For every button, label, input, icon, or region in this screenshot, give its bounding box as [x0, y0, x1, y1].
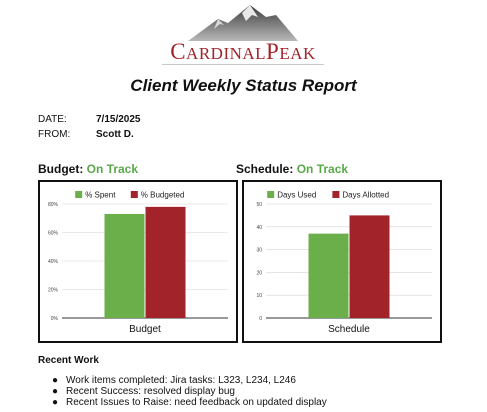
y-tick-label: 60%	[48, 231, 59, 237]
logo-underline	[162, 64, 324, 65]
y-tick-label: 0%	[51, 316, 59, 322]
legend-label: % Spent	[85, 191, 116, 200]
date-label: DATE:	[38, 114, 67, 125]
y-tick-label: 10	[256, 293, 262, 299]
bar	[308, 233, 349, 318]
budget-heading-label: Budget:	[38, 162, 84, 176]
schedule-chart: Days Used Days Allotted 0 10 20 30 40 50 Schedul…	[256, 191, 432, 335]
x-category-label: Schedule	[328, 324, 370, 335]
y-tick-label: 30	[256, 248, 262, 254]
recent-work-title: Recent Work	[38, 355, 99, 366]
from-label: FROM:	[38, 129, 71, 140]
legend-label: % Budgeted	[141, 191, 185, 200]
list-item-text: Work items completed: Jira tasks: L323, …	[66, 375, 296, 386]
budget-status: On Track	[86, 162, 139, 176]
list-item-text: Recent Issues to Raise: need feedback on…	[66, 397, 327, 408]
date-value: 7/15/2025	[96, 114, 141, 125]
y-tick-label: 40%	[48, 259, 59, 265]
y-tick-label: 50	[256, 202, 262, 208]
schedule-chart-panel: Days Used Days Allotted 0 10 20 30 40 50 Schedul…	[242, 180, 442, 343]
mountain-logo-icon	[188, 5, 298, 41]
budget-chart-panel: % Spent % Budgeted 0% 20% 40% 60% 80% Budget	[38, 180, 238, 343]
y-tick-label: 20%	[48, 288, 59, 294]
y-tick-label: 80%	[48, 202, 59, 208]
legend-label: Days Allotted	[342, 191, 389, 200]
legend-label: Days Used	[277, 191, 316, 200]
list-item: ● Recent Issues to Raise: need feedback o…	[52, 397, 472, 408]
legend-swatch	[130, 191, 138, 198]
report-title: Client Weekly Status Report	[130, 76, 357, 95]
recent-work-list: ● Work items completed: Jira tasks: L323,…	[52, 375, 472, 408]
logo-wordmark: CARDINALPEAK	[170, 39, 316, 64]
legend-swatch	[267, 191, 275, 198]
y-tick-label: 40	[256, 225, 262, 231]
schedule-heading: Schedule: On Track	[236, 162, 348, 176]
company-logo: CARDINALPEAK	[148, 3, 338, 67]
bullet-icon: ●	[52, 386, 59, 397]
bullet-icon: ●	[52, 397, 59, 408]
list-item-text: Recent Success: resolved display bug	[66, 386, 235, 397]
bar	[104, 213, 145, 318]
y-tick-label: 20	[256, 270, 262, 276]
legend-swatch	[75, 191, 83, 198]
schedule-heading-label: Schedule:	[236, 162, 294, 176]
schedule-status: On Track	[296, 162, 349, 176]
bullet-icon: ●	[52, 375, 59, 386]
x-category-label: Budget	[129, 324, 161, 335]
legend-swatch	[332, 191, 340, 198]
bar	[145, 206, 186, 318]
budget-heading: Budget: On Track	[38, 162, 138, 176]
budget-chart: % Spent % Budgeted 0% 20% 40% 60% 80% Budget	[48, 191, 228, 335]
list-item: ● Recent Success: resolved display bug	[52, 386, 472, 397]
list-item: ● Work items completed: Jira tasks: L323,…	[52, 375, 472, 386]
from-value: Scott D.	[96, 129, 134, 140]
bar	[349, 215, 390, 318]
y-tick-label: 0	[259, 316, 262, 322]
